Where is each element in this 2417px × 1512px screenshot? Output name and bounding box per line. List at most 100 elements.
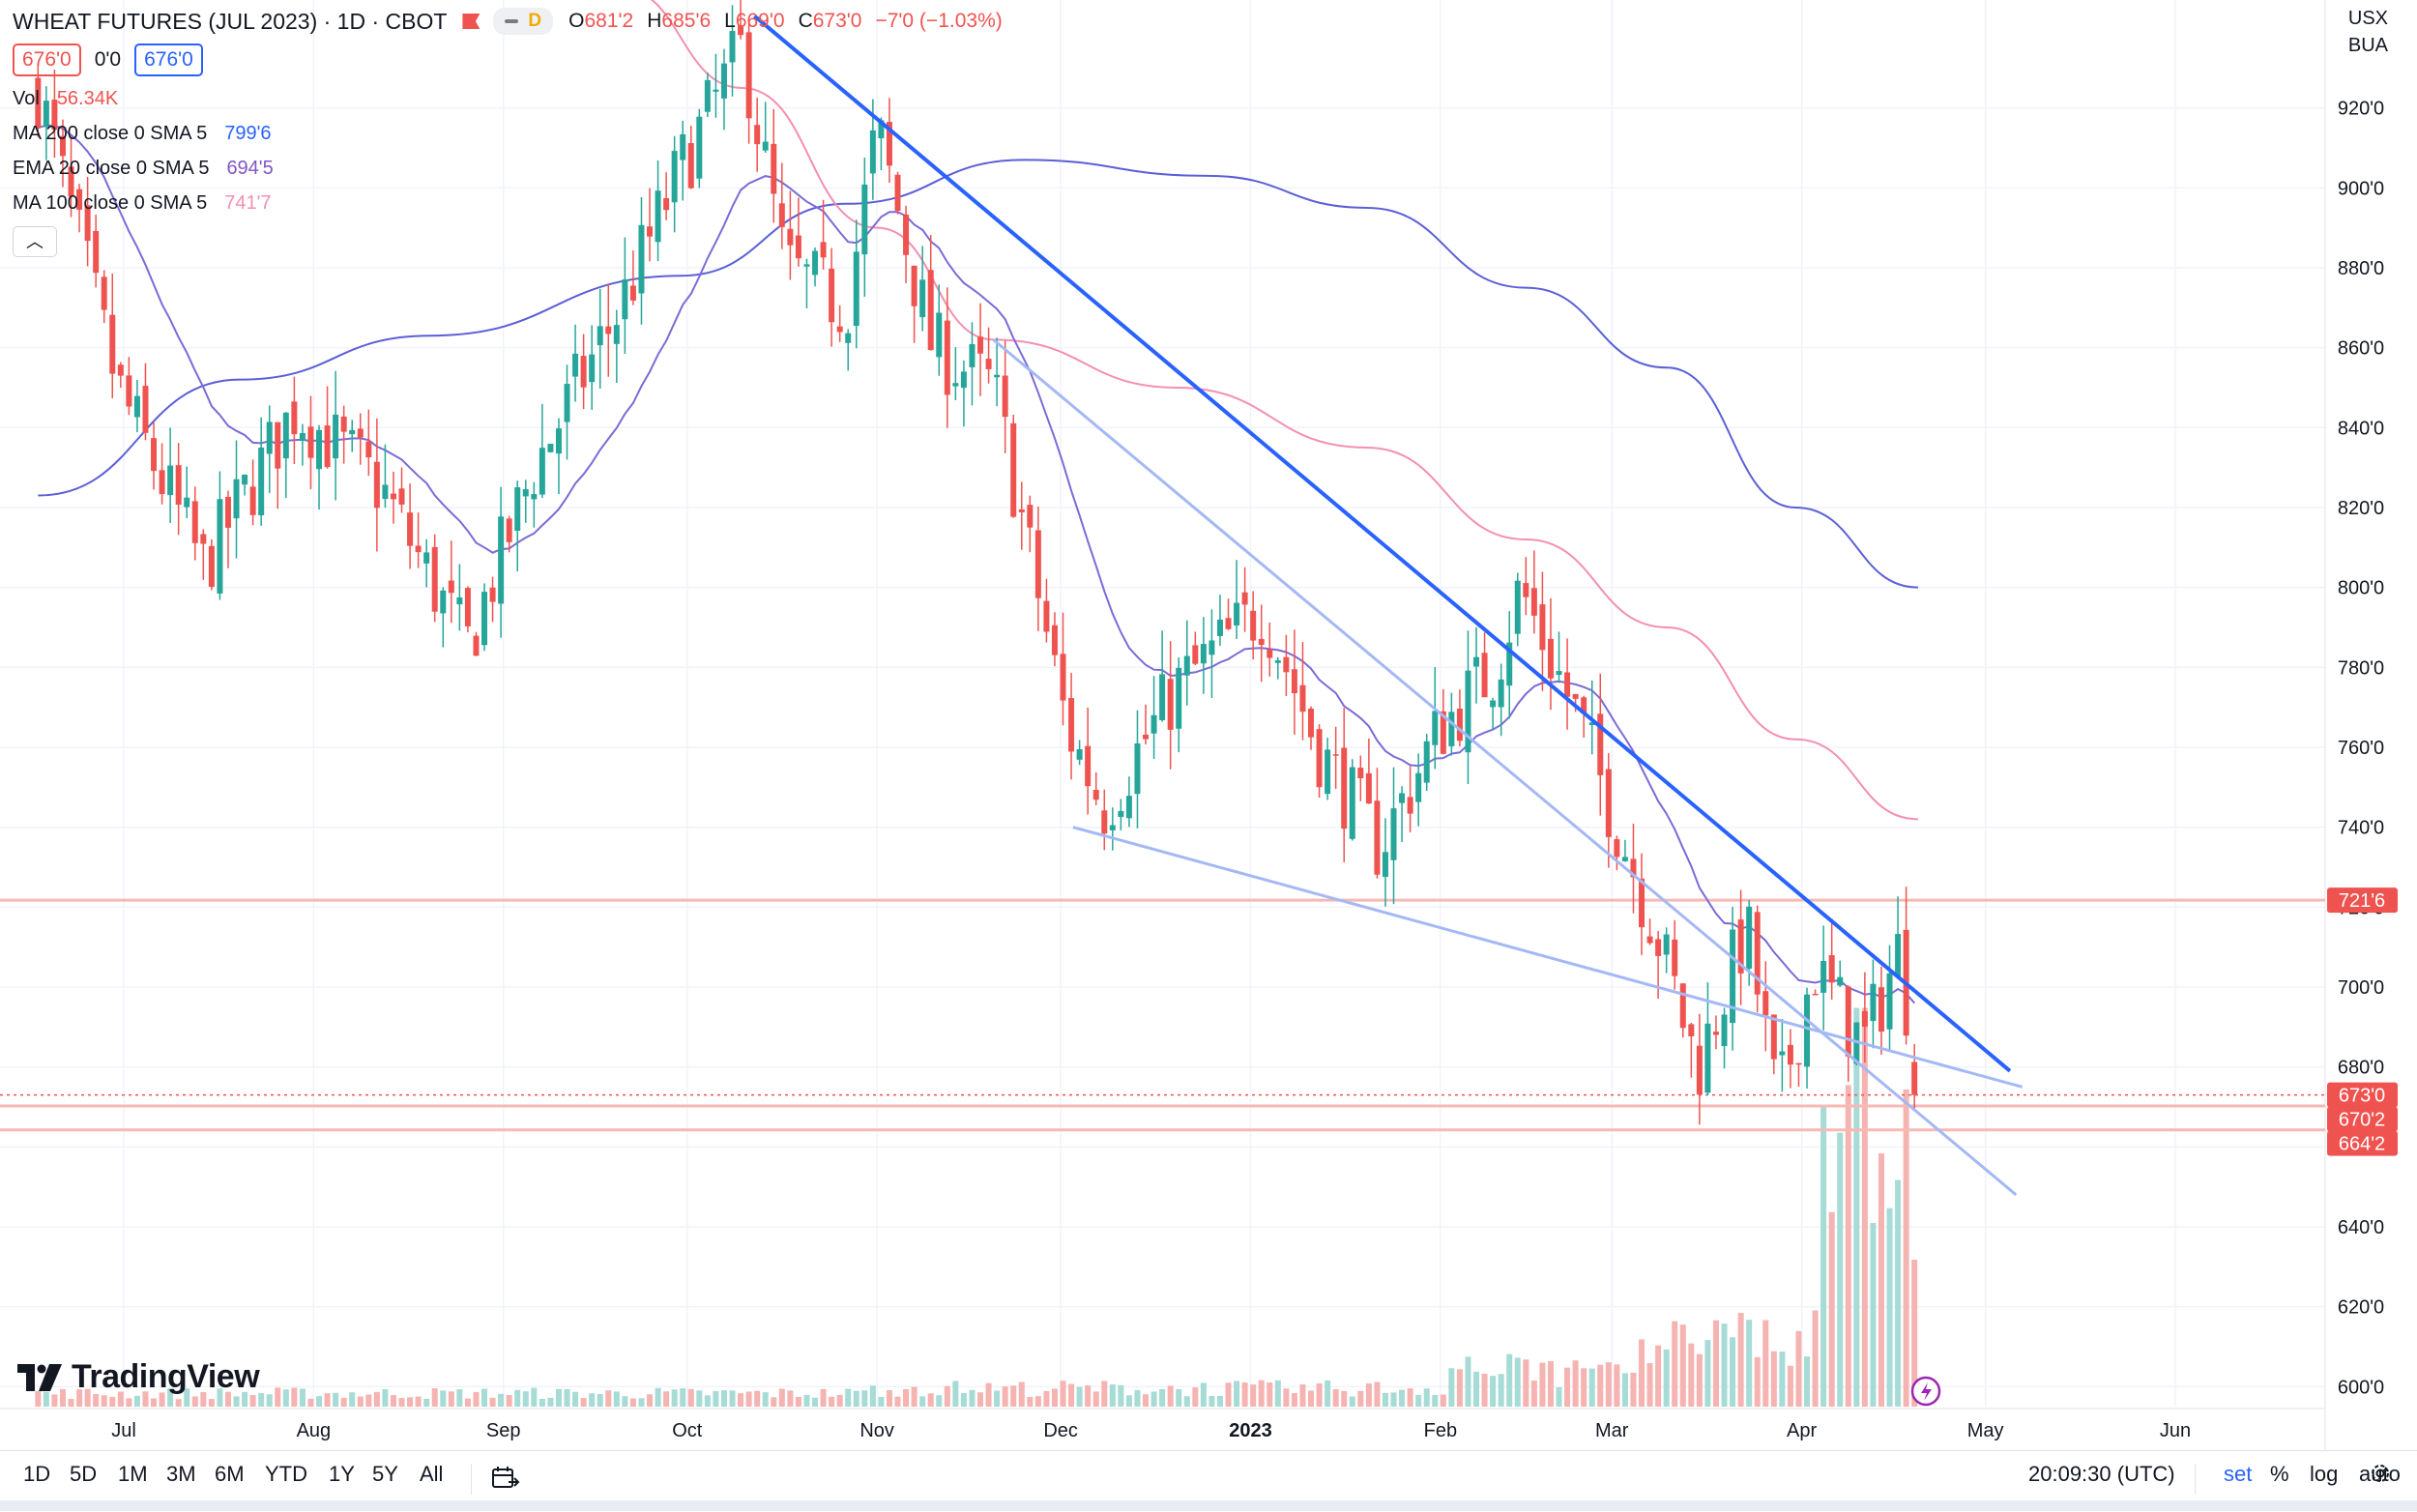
range-button-3m[interactable]: 3M [166, 1462, 196, 1486]
volume-bar [969, 1389, 976, 1407]
volume-bar [1365, 1383, 1372, 1407]
buy-price-button[interactable]: 676'0 [134, 44, 203, 76]
volume-bar [1572, 1360, 1579, 1407]
gear-icon[interactable] [2367, 1460, 2394, 1487]
volume-bar [1341, 1390, 1348, 1407]
session-toggle[interactable]: set [2224, 1462, 2253, 1486]
candle-body [1737, 919, 1744, 974]
volume-bar [1034, 1396, 1041, 1407]
volume-bar [836, 1394, 843, 1407]
candle-body [1721, 1014, 1728, 1047]
price-axis: 600'0620'0640'0660'0680'0700'0720'0740'0… [2338, 99, 2384, 1399]
volume-bar [1349, 1396, 1355, 1407]
volume-bar [101, 1395, 107, 1407]
volume-bar [109, 1396, 116, 1407]
candle-body [729, 31, 736, 63]
volume-bar [729, 1390, 736, 1407]
candle-body [506, 518, 512, 542]
volume-bar [1176, 1388, 1182, 1407]
collapse-legend-button[interactable]: ︿ [13, 226, 57, 257]
volume-bar [1688, 1343, 1695, 1407]
percent-toggle[interactable]: % [2270, 1462, 2289, 1486]
gear-ring [2372, 1465, 2389, 1482]
candle-body [1225, 618, 1232, 629]
volume-bar [1663, 1349, 1670, 1407]
range-button-5y[interactable]: 5Y [372, 1462, 398, 1486]
range-button-1y[interactable]: 1Y [329, 1462, 355, 1486]
candle-body [1556, 671, 1562, 676]
range-button-ytd[interactable]: YTD [265, 1462, 307, 1486]
candle-body [1299, 684, 1306, 712]
candle-body [357, 428, 364, 438]
indicator-volume[interactable]: Vol 56.34K [13, 87, 1003, 110]
log-toggle[interactable]: log [2310, 1462, 2339, 1486]
candlesticks [35, 0, 1918, 1125]
volume-bar [1043, 1390, 1050, 1407]
time-axis: Jul Aug Sep Oct Nov Dec 2023 Feb Mar Apr May Jun [111, 1420, 2191, 1441]
indicator-ema20[interactable]: EMA 20 close 0 SMA 5 694'5 [13, 157, 1003, 180]
candle-body [1770, 1014, 1777, 1060]
candle-body [415, 545, 422, 553]
symbol-title[interactable]: WHEAT FUTURES (JUL 2023) · 1D · CBOT [13, 9, 448, 34]
volume-bar [233, 1396, 240, 1407]
volume-bar [1861, 1007, 1868, 1407]
volume-bar [1878, 1153, 1884, 1407]
candle-body [647, 226, 654, 237]
volume-bar [340, 1397, 347, 1407]
volume-bar [1332, 1389, 1339, 1407]
indicator-ma100[interactable]: MA 100 close 0 SMA 5 741'7 [13, 191, 1003, 215]
currency-selector[interactable]: USX [2347, 8, 2388, 29]
range-button-1d[interactable]: 1D [23, 1462, 51, 1486]
volume-bar [324, 1393, 331, 1407]
candle-body [1564, 672, 1571, 697]
volume-bar [126, 1398, 132, 1407]
volume-bar [1250, 1384, 1257, 1407]
volume-bar [151, 1398, 158, 1407]
candle-body [1027, 505, 1034, 528]
x-tick-label: 2023 [1229, 1420, 1272, 1441]
calendar-goto-icon[interactable] [491, 1466, 520, 1491]
candle-body [687, 143, 694, 189]
range-button-all[interactable]: All [420, 1462, 444, 1486]
volume-bar [258, 1393, 265, 1407]
range-button-1m[interactable]: 1M [118, 1462, 148, 1486]
volume-bar [613, 1391, 620, 1407]
price-chart[interactable]: 600'0620'0640'0660'0680'0700'0720'0740'0… [0, 0, 2417, 1450]
toolbar-separator [471, 1464, 472, 1495]
unit-selector[interactable]: BUA [2347, 35, 2388, 56]
volume-bar [489, 1397, 496, 1407]
volume-bar [1308, 1390, 1315, 1407]
indicator-ma200[interactable]: MA 200 close 0 SMA 5 799'6 [13, 122, 1003, 145]
volume-bar [696, 1390, 703, 1407]
candle-body [547, 444, 554, 452]
candle-body [539, 448, 545, 495]
volume-bar [1737, 1313, 1744, 1407]
candle-body [1861, 1010, 1868, 1027]
candle-body [448, 580, 454, 594]
candle-body [845, 333, 852, 343]
volume-bar [1837, 1132, 1844, 1407]
volume-bar [1118, 1384, 1124, 1407]
candle-body [159, 470, 165, 495]
flag-icon[interactable] [462, 14, 480, 29]
bottom-strip [0, 1500, 2417, 1511]
volume-bar [333, 1392, 339, 1407]
volume-bar [985, 1382, 992, 1407]
y-tick-label: 760'0 [2338, 738, 2384, 759]
market-status-pill[interactable]: D [493, 8, 554, 35]
volume-bar [829, 1396, 835, 1407]
y-tick-label: 600'0 [2338, 1377, 2384, 1398]
x-tick-label: Jul [111, 1420, 136, 1441]
volume-bar [1679, 1324, 1686, 1407]
utc-clock[interactable]: 20:09:30 (UTC) [2028, 1462, 2175, 1486]
range-button-5d[interactable]: 5D [70, 1462, 98, 1486]
candle-body [1621, 857, 1628, 861]
candle-body [1200, 644, 1207, 664]
volume-bar [589, 1393, 596, 1407]
sell-price-button[interactable]: 676'0 [13, 44, 81, 76]
candle-body [812, 250, 819, 276]
volume-bar [1588, 1368, 1595, 1407]
range-button-6m[interactable]: 6M [215, 1462, 245, 1486]
volume-bar [76, 1389, 83, 1407]
candle-body [275, 422, 281, 469]
